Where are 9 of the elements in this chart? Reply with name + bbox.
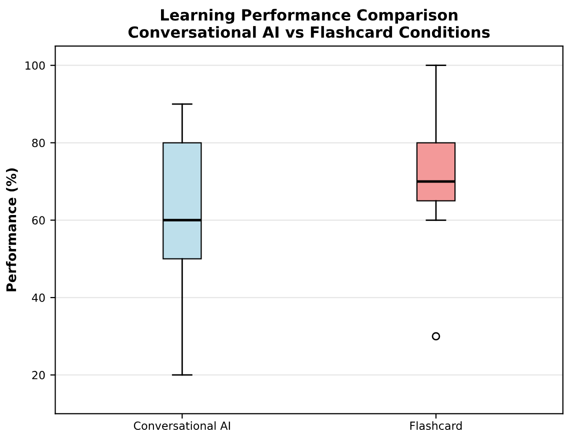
y-axis-title: Performance (%) <box>6 168 18 292</box>
chart-title: Learning Performance Comparison Conversational AI vs Flashcard Conditions <box>128 8 490 38</box>
y-tick-label: 80 <box>32 138 45 148</box>
x-tick-label: Flashcard <box>410 421 462 430</box>
x-tick-label: Conversational AI <box>134 421 230 430</box>
y-tick-label: 100 <box>26 61 45 70</box>
y-tick-label: 20 <box>32 370 45 380</box>
y-tick-label: 60 <box>32 216 45 225</box>
y-tick-label: 40 <box>32 294 45 302</box>
